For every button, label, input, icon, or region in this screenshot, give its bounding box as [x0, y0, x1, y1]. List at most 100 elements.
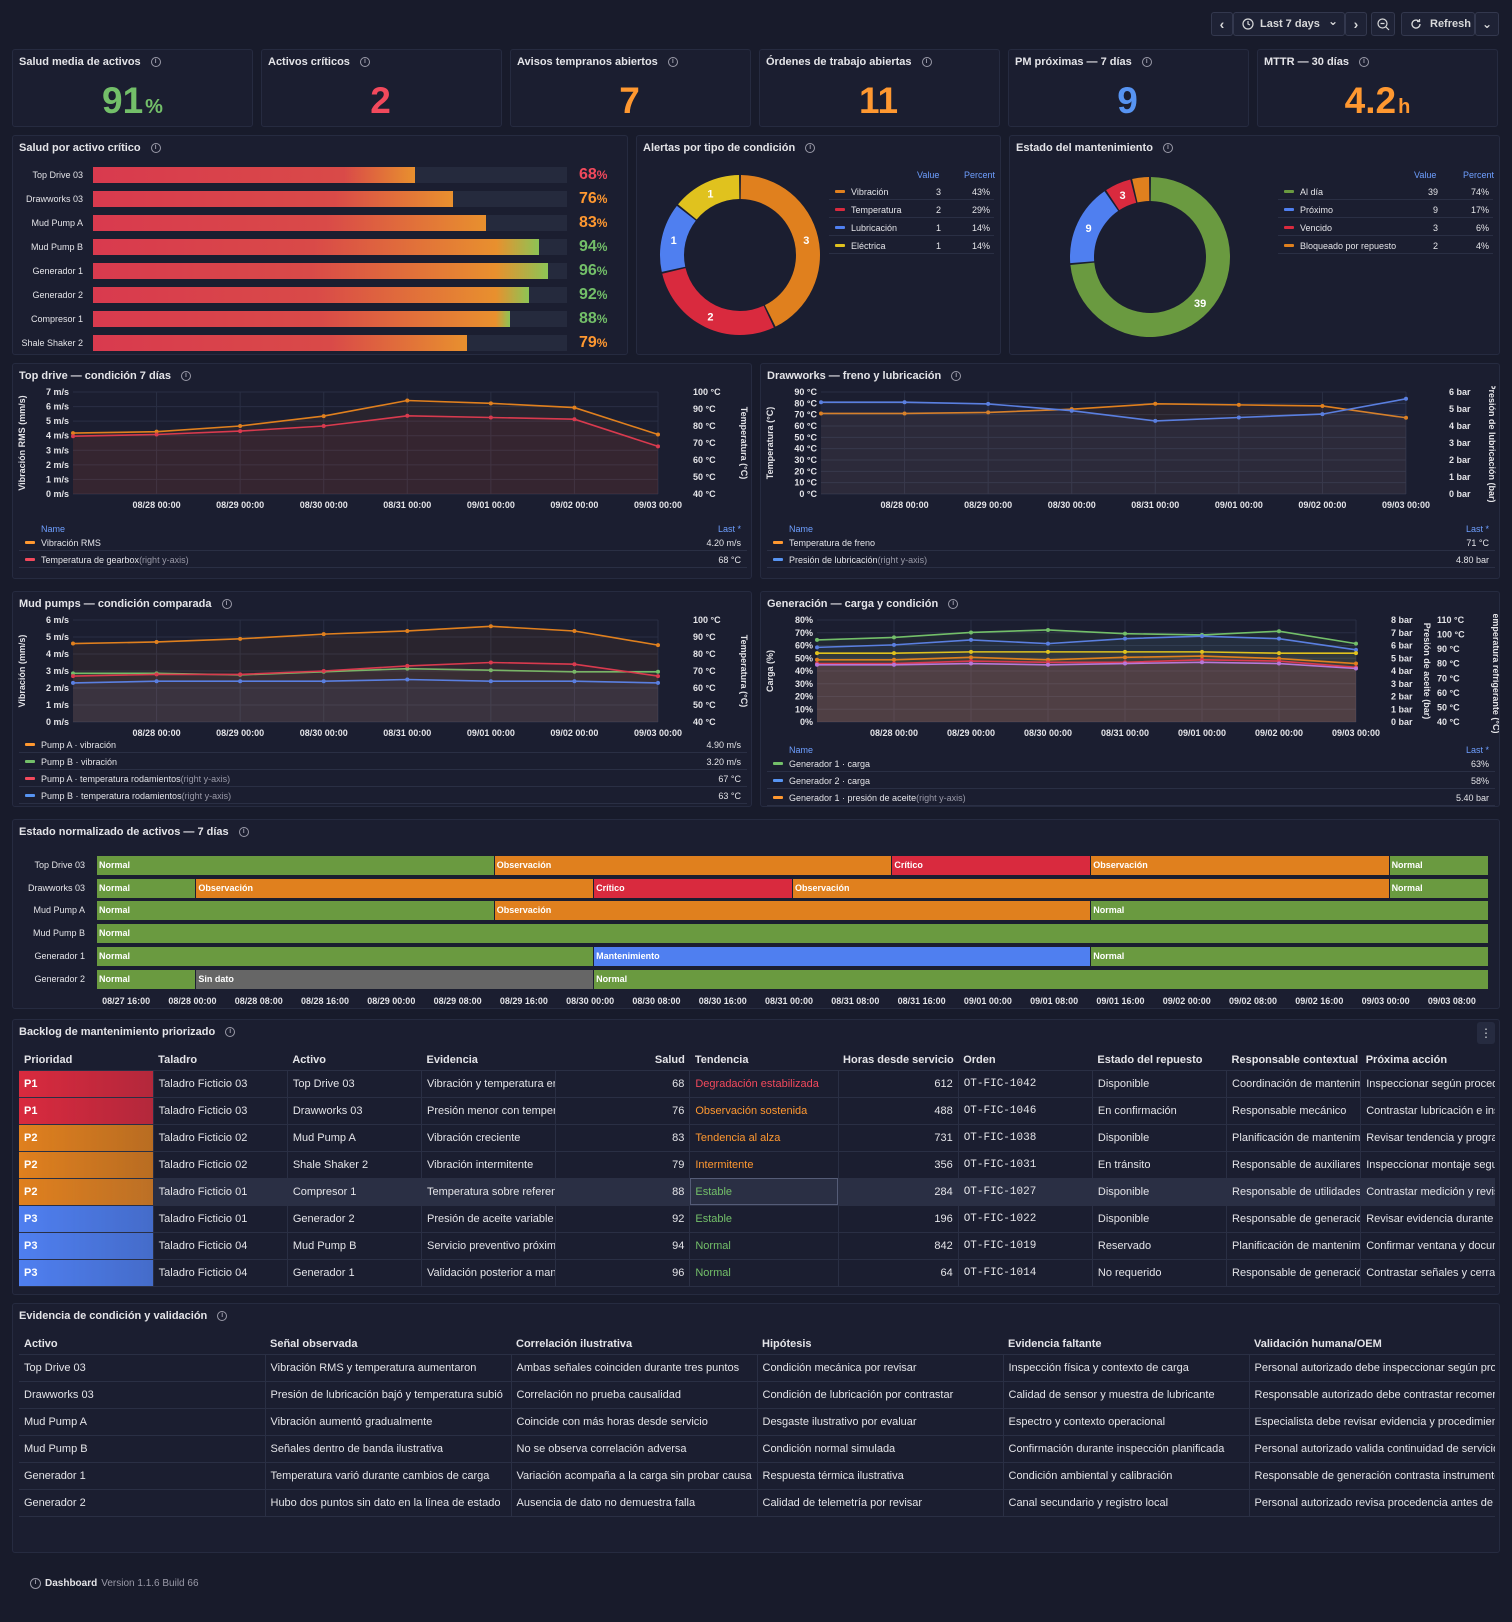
data-point[interactable]	[1277, 629, 1281, 634]
timeline-segment[interactable]: Mantenimiento	[594, 946, 1091, 966]
info-icon[interactable]: i	[1141, 57, 1152, 67]
data-point[interactable]	[656, 432, 660, 437]
data-point[interactable]	[986, 401, 991, 406]
legend-row[interactable]: Vibración 3 43%	[829, 184, 994, 200]
refresh-button[interactable]: Refresh	[1401, 12, 1475, 36]
legend-row[interactable]: Presión de lubricación (right y-axis) 4.8…	[767, 552, 1495, 568]
timeline-segment[interactable]: Normal	[1389, 878, 1488, 898]
info-icon[interactable]: i	[667, 57, 678, 67]
info-icon[interactable]: i	[150, 143, 161, 153]
data-point[interactable]	[815, 637, 819, 642]
data-point[interactable]	[902, 400, 907, 405]
table-row[interactable]: P1 Taladro Ficticio 03 Drawworks 03 Presión…	[19, 1097, 1495, 1125]
table-row[interactable]: P2 Taladro Ficticio 01 Compresor 1 Temperat…	[19, 1178, 1495, 1206]
data-point[interactable]	[1046, 641, 1050, 646]
data-point[interactable]	[488, 401, 493, 406]
data-point[interactable]	[969, 655, 973, 660]
data-point[interactable]	[656, 680, 660, 685]
data-point[interactable]	[892, 642, 896, 647]
timeline-segment[interactable]: Normal	[1389, 856, 1488, 875]
timeline-segment[interactable]: Crítico	[892, 856, 1091, 875]
legend-row[interactable]: Pump B · vibración 3.20 m/s	[19, 754, 747, 770]
data-point[interactable]	[71, 674, 75, 679]
data-point[interactable]	[321, 414, 326, 419]
data-point[interactable]	[815, 651, 819, 656]
data-point[interactable]	[1046, 649, 1050, 654]
data-point[interactable]	[154, 679, 159, 684]
data-point[interactable]	[969, 661, 973, 666]
timeline-segment[interactable]: Crítico	[594, 878, 792, 898]
data-point[interactable]	[405, 628, 410, 633]
data-point[interactable]	[1277, 636, 1281, 641]
data-point[interactable]	[1354, 661, 1358, 666]
legend-row[interactable]: Pump B · temperatura rodamientos (right …	[19, 788, 747, 804]
data-point[interactable]	[1046, 627, 1050, 632]
data-point[interactable]	[238, 424, 243, 428]
data-point[interactable]	[1354, 666, 1358, 671]
data-point[interactable]	[405, 677, 410, 682]
data-point[interactable]	[656, 643, 660, 648]
data-point[interactable]	[986, 410, 991, 415]
data-point[interactable]	[321, 632, 326, 637]
data-point[interactable]	[238, 679, 243, 684]
data-point[interactable]	[1123, 631, 1127, 636]
legend-row[interactable]: Pump A · vibración 4.90 m/s	[19, 737, 747, 753]
data-point[interactable]	[1277, 661, 1281, 666]
data-point[interactable]	[892, 651, 896, 656]
timeline-segment[interactable]: Observación	[1091, 856, 1389, 875]
info-icon[interactable]: i	[1358, 57, 1369, 67]
table-row[interactable]: P2 Taladro Ficticio 02 Shale Shaker 2 Vibra…	[19, 1151, 1495, 1179]
data-point[interactable]	[71, 431, 75, 436]
data-point[interactable]	[1320, 412, 1325, 417]
info-icon[interactable]: i	[221, 599, 232, 609]
timeline-segment[interactable]: Sin dato	[196, 969, 594, 989]
zoom-out-button[interactable]	[1371, 12, 1395, 36]
data-point[interactable]	[405, 398, 410, 403]
table-row[interactable]: Top Drive 03 Vibración RMS y temperatura …	[19, 1354, 1495, 1382]
data-point[interactable]	[572, 662, 577, 667]
timeline-segment[interactable]: Observación	[494, 901, 1091, 921]
panel-menu-button[interactable]: ⋮	[1477, 1022, 1495, 1044]
legend-row[interactable]: Lubricación 1 14%	[829, 220, 994, 236]
column-header[interactable]: Prioridad	[19, 1050, 154, 1071]
timeline-segment[interactable]: Normal	[97, 878, 196, 898]
data-point[interactable]	[154, 639, 159, 644]
data-point[interactable]	[405, 666, 410, 671]
table-row[interactable]: Mud Pump A Vibración aumentó gradualmente…	[19, 1408, 1495, 1436]
data-point[interactable]	[238, 672, 243, 677]
data-point[interactable]	[1046, 662, 1050, 667]
timeline-segment[interactable]: Normal	[97, 946, 594, 966]
info-icon[interactable]: i	[181, 371, 191, 381]
data-point[interactable]	[1200, 654, 1204, 659]
data-point[interactable]	[819, 400, 823, 405]
alerts-slice[interactable]	[662, 268, 774, 336]
column-header[interactable]: Correlación ilustrativa	[511, 1334, 757, 1355]
data-point[interactable]	[321, 679, 326, 684]
data-point[interactable]	[154, 672, 159, 677]
column-header[interactable]: Activo	[19, 1334, 265, 1355]
data-point[interactable]	[1123, 661, 1127, 666]
data-point[interactable]	[1123, 649, 1127, 654]
maint-slice[interactable]	[1070, 177, 1230, 337]
column-header[interactable]: Activo	[287, 1050, 422, 1071]
data-point[interactable]	[1354, 641, 1358, 646]
table-row[interactable]: Generador 1 Temperatura varió durante cam…	[19, 1462, 1495, 1490]
data-point[interactable]	[892, 635, 896, 640]
timeline-segment[interactable]: Normal	[97, 969, 196, 989]
data-point[interactable]	[1153, 401, 1158, 406]
data-point[interactable]	[1354, 647, 1358, 652]
data-point[interactable]	[1200, 660, 1204, 665]
column-header[interactable]: Salud	[555, 1050, 690, 1071]
timeline-segment[interactable]: Normal	[97, 856, 494, 875]
timeline-segment[interactable]: Normal	[594, 969, 1488, 989]
timeline-segment[interactable]: Observación	[196, 878, 594, 898]
column-header[interactable]: Hipótesis	[757, 1334, 1003, 1355]
data-point[interactable]	[154, 432, 159, 437]
column-header[interactable]: Responsable contextual	[1226, 1050, 1361, 1071]
data-point[interactable]	[71, 671, 75, 676]
legend-row[interactable]: Generador 2 · carga 58%	[767, 773, 1495, 789]
column-header[interactable]: Próxima acción	[1360, 1050, 1495, 1071]
maint-slice[interactable]	[1132, 177, 1150, 203]
time-next-button[interactable]: ›	[1345, 12, 1367, 36]
data-point[interactable]	[902, 411, 907, 416]
